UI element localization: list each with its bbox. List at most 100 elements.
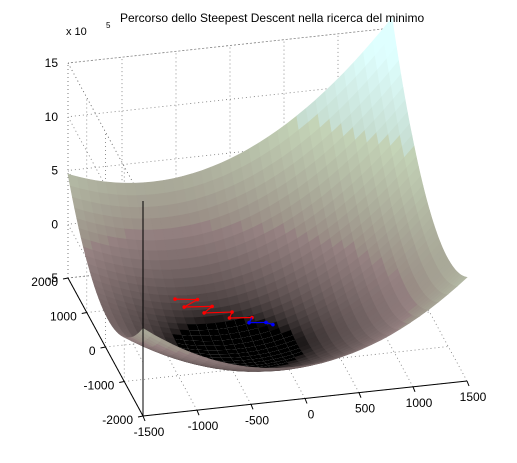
surface-patch (278, 347, 291, 354)
surface-patch (227, 326, 239, 334)
surface-patch (181, 335, 194, 341)
surface-patch (195, 345, 208, 351)
surface-patch (271, 353, 283, 360)
surface-patch (266, 362, 278, 366)
surface-patch (276, 343, 289, 351)
surface-patch (269, 350, 281, 357)
surface-patch (228, 353, 241, 358)
surface-patch (230, 357, 243, 361)
surface-patch (186, 344, 198, 350)
y-tick-label: 2000 (31, 275, 58, 289)
surface-patch (274, 338, 286, 346)
surface-patch (247, 350, 260, 356)
surface-patch (254, 361, 267, 365)
surface-patch (244, 362, 257, 366)
surface-patch (240, 356, 253, 361)
x-tick-mark (358, 392, 362, 398)
surface-patch (191, 335, 203, 342)
surface-patch (197, 349, 210, 355)
z-tick-label: -5 (47, 271, 58, 285)
surface-patch (205, 322, 218, 330)
z-tick-label: 5 (51, 164, 58, 178)
surface-patch (222, 339, 234, 346)
surface-patch (277, 362, 290, 367)
surface-patch (249, 354, 262, 360)
surface-patch (236, 324, 249, 333)
x-tick-label: -1000 (188, 419, 219, 433)
surface-patch (233, 343, 246, 350)
surface-patch (225, 319, 237, 328)
y-tick-label: -1000 (84, 379, 115, 393)
surface-patch (260, 331, 272, 340)
surface-patch (238, 352, 250, 358)
surface-patch (281, 329, 294, 339)
surface-patch (256, 363, 269, 368)
surface-patch (215, 321, 228, 330)
surface-patch (268, 364, 280, 368)
x-tick-label: 500 (355, 402, 375, 416)
surface-patch (198, 329, 211, 336)
surface-patch (266, 346, 279, 353)
surface-patch (271, 333, 284, 342)
surface-patch (269, 327, 282, 337)
descent-path (173, 297, 275, 327)
surface-patch (212, 340, 225, 346)
chart-title: Percorso dello Steepest Descent nella ri… (120, 11, 424, 25)
surface-mesh (67, 17, 468, 372)
surface-patch (207, 350, 220, 355)
surface-patch (257, 348, 269, 355)
z-tick-label: 10 (45, 110, 59, 124)
surface-patch (174, 338, 187, 345)
surface-patch (242, 359, 255, 364)
surface-patch (245, 346, 258, 353)
y-tick-mark (62, 277, 69, 280)
path-segment (183, 299, 198, 308)
surface-patch (262, 336, 275, 345)
surface-patch (280, 351, 293, 358)
surface-patch (234, 317, 247, 327)
surface-patch (226, 349, 239, 354)
surface-patch (264, 341, 277, 349)
y-tick-mark (81, 312, 87, 314)
surface-patch (275, 359, 288, 365)
surface-patch (210, 335, 223, 341)
surface-patch (258, 325, 270, 334)
surface-patch (200, 335, 213, 342)
surface-patch (288, 344, 300, 352)
surface-patch (186, 324, 199, 331)
surface-patch (255, 344, 267, 351)
surface-patch (214, 345, 227, 351)
surface-patch (221, 357, 234, 362)
path-point (271, 322, 275, 327)
x-tick-mark (412, 386, 416, 393)
surface-patch (208, 329, 220, 336)
y-tick-label: -2000 (102, 413, 133, 427)
surface-patch (241, 336, 253, 344)
surface-patch (283, 335, 296, 344)
surface-patch (172, 334, 184, 341)
surface-patch (203, 341, 215, 346)
y-tick-label: 0 (89, 344, 96, 358)
surface-patch (67, 173, 81, 190)
surface-patch (219, 333, 232, 341)
surface-patch (252, 358, 264, 363)
surface-patch (189, 330, 201, 336)
x-tick-label: 0 (308, 408, 315, 422)
surface-patch (209, 354, 222, 358)
surface-patch (193, 340, 206, 346)
surface-patch (261, 356, 274, 362)
y-tick-label: 1000 (50, 310, 77, 324)
surface-patch (248, 328, 261, 337)
x-tick-label: 1000 (406, 396, 433, 410)
x-tick-mark (304, 398, 308, 404)
surface-patch (290, 348, 302, 355)
surface-patch (219, 354, 231, 358)
surface-patch (285, 357, 297, 363)
surface-patch (231, 338, 244, 345)
surface-patch (238, 330, 251, 338)
x-tick-mark (466, 380, 470, 387)
surface-patch (285, 339, 298, 348)
surface-patch (282, 354, 295, 360)
